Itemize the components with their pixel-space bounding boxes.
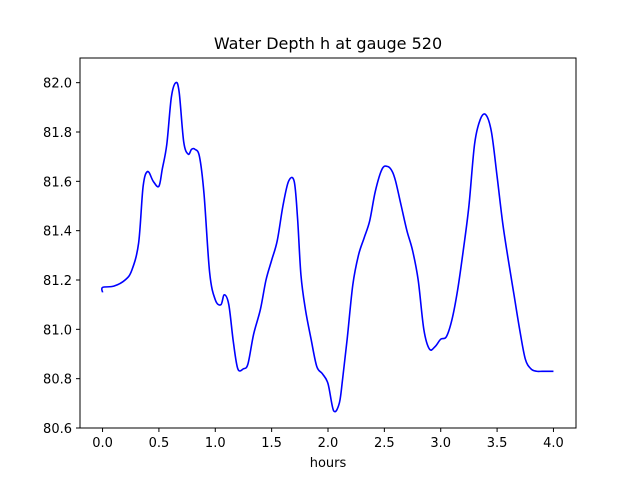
chart-title: Water Depth h at gauge 520 — [214, 34, 442, 53]
x-tick-label: 0.5 — [149, 436, 170, 451]
x-tick-label: 4.0 — [543, 436, 564, 451]
y-tick-label: 81.0 — [43, 323, 72, 338]
x-tick-label: 3.5 — [487, 436, 508, 451]
y-tick-label: 81.4 — [43, 225, 72, 240]
x-tick-label: 2.0 — [318, 436, 339, 451]
y-tick-label: 80.6 — [43, 422, 72, 437]
y-tick-label: 81.6 — [43, 175, 72, 190]
y-axis: 80.6 80.8 81.0 81.2 81.4 81.6 81.8 82.0 — [43, 77, 80, 437]
x-tick-label: 3.0 — [430, 436, 451, 451]
y-tick-label: 81.2 — [43, 274, 72, 289]
x-tick-label: 1.0 — [205, 436, 226, 451]
y-tick-label: 82.0 — [43, 77, 72, 92]
y-tick-label: 80.8 — [43, 373, 72, 388]
y-tick-label: 81.8 — [43, 126, 72, 141]
plot-frame — [79, 57, 577, 429]
x-tick-label: 1.5 — [261, 436, 282, 451]
x-tick-label: 2.5 — [374, 436, 395, 451]
x-tick-label: 0.0 — [92, 436, 113, 451]
x-axis: 0.0 0.5 1.0 1.5 2.0 2.5 3.0 3.5 4.0 — [92, 428, 564, 451]
x-axis-label: hours — [310, 456, 347, 471]
series-line — [100, 81, 554, 413]
